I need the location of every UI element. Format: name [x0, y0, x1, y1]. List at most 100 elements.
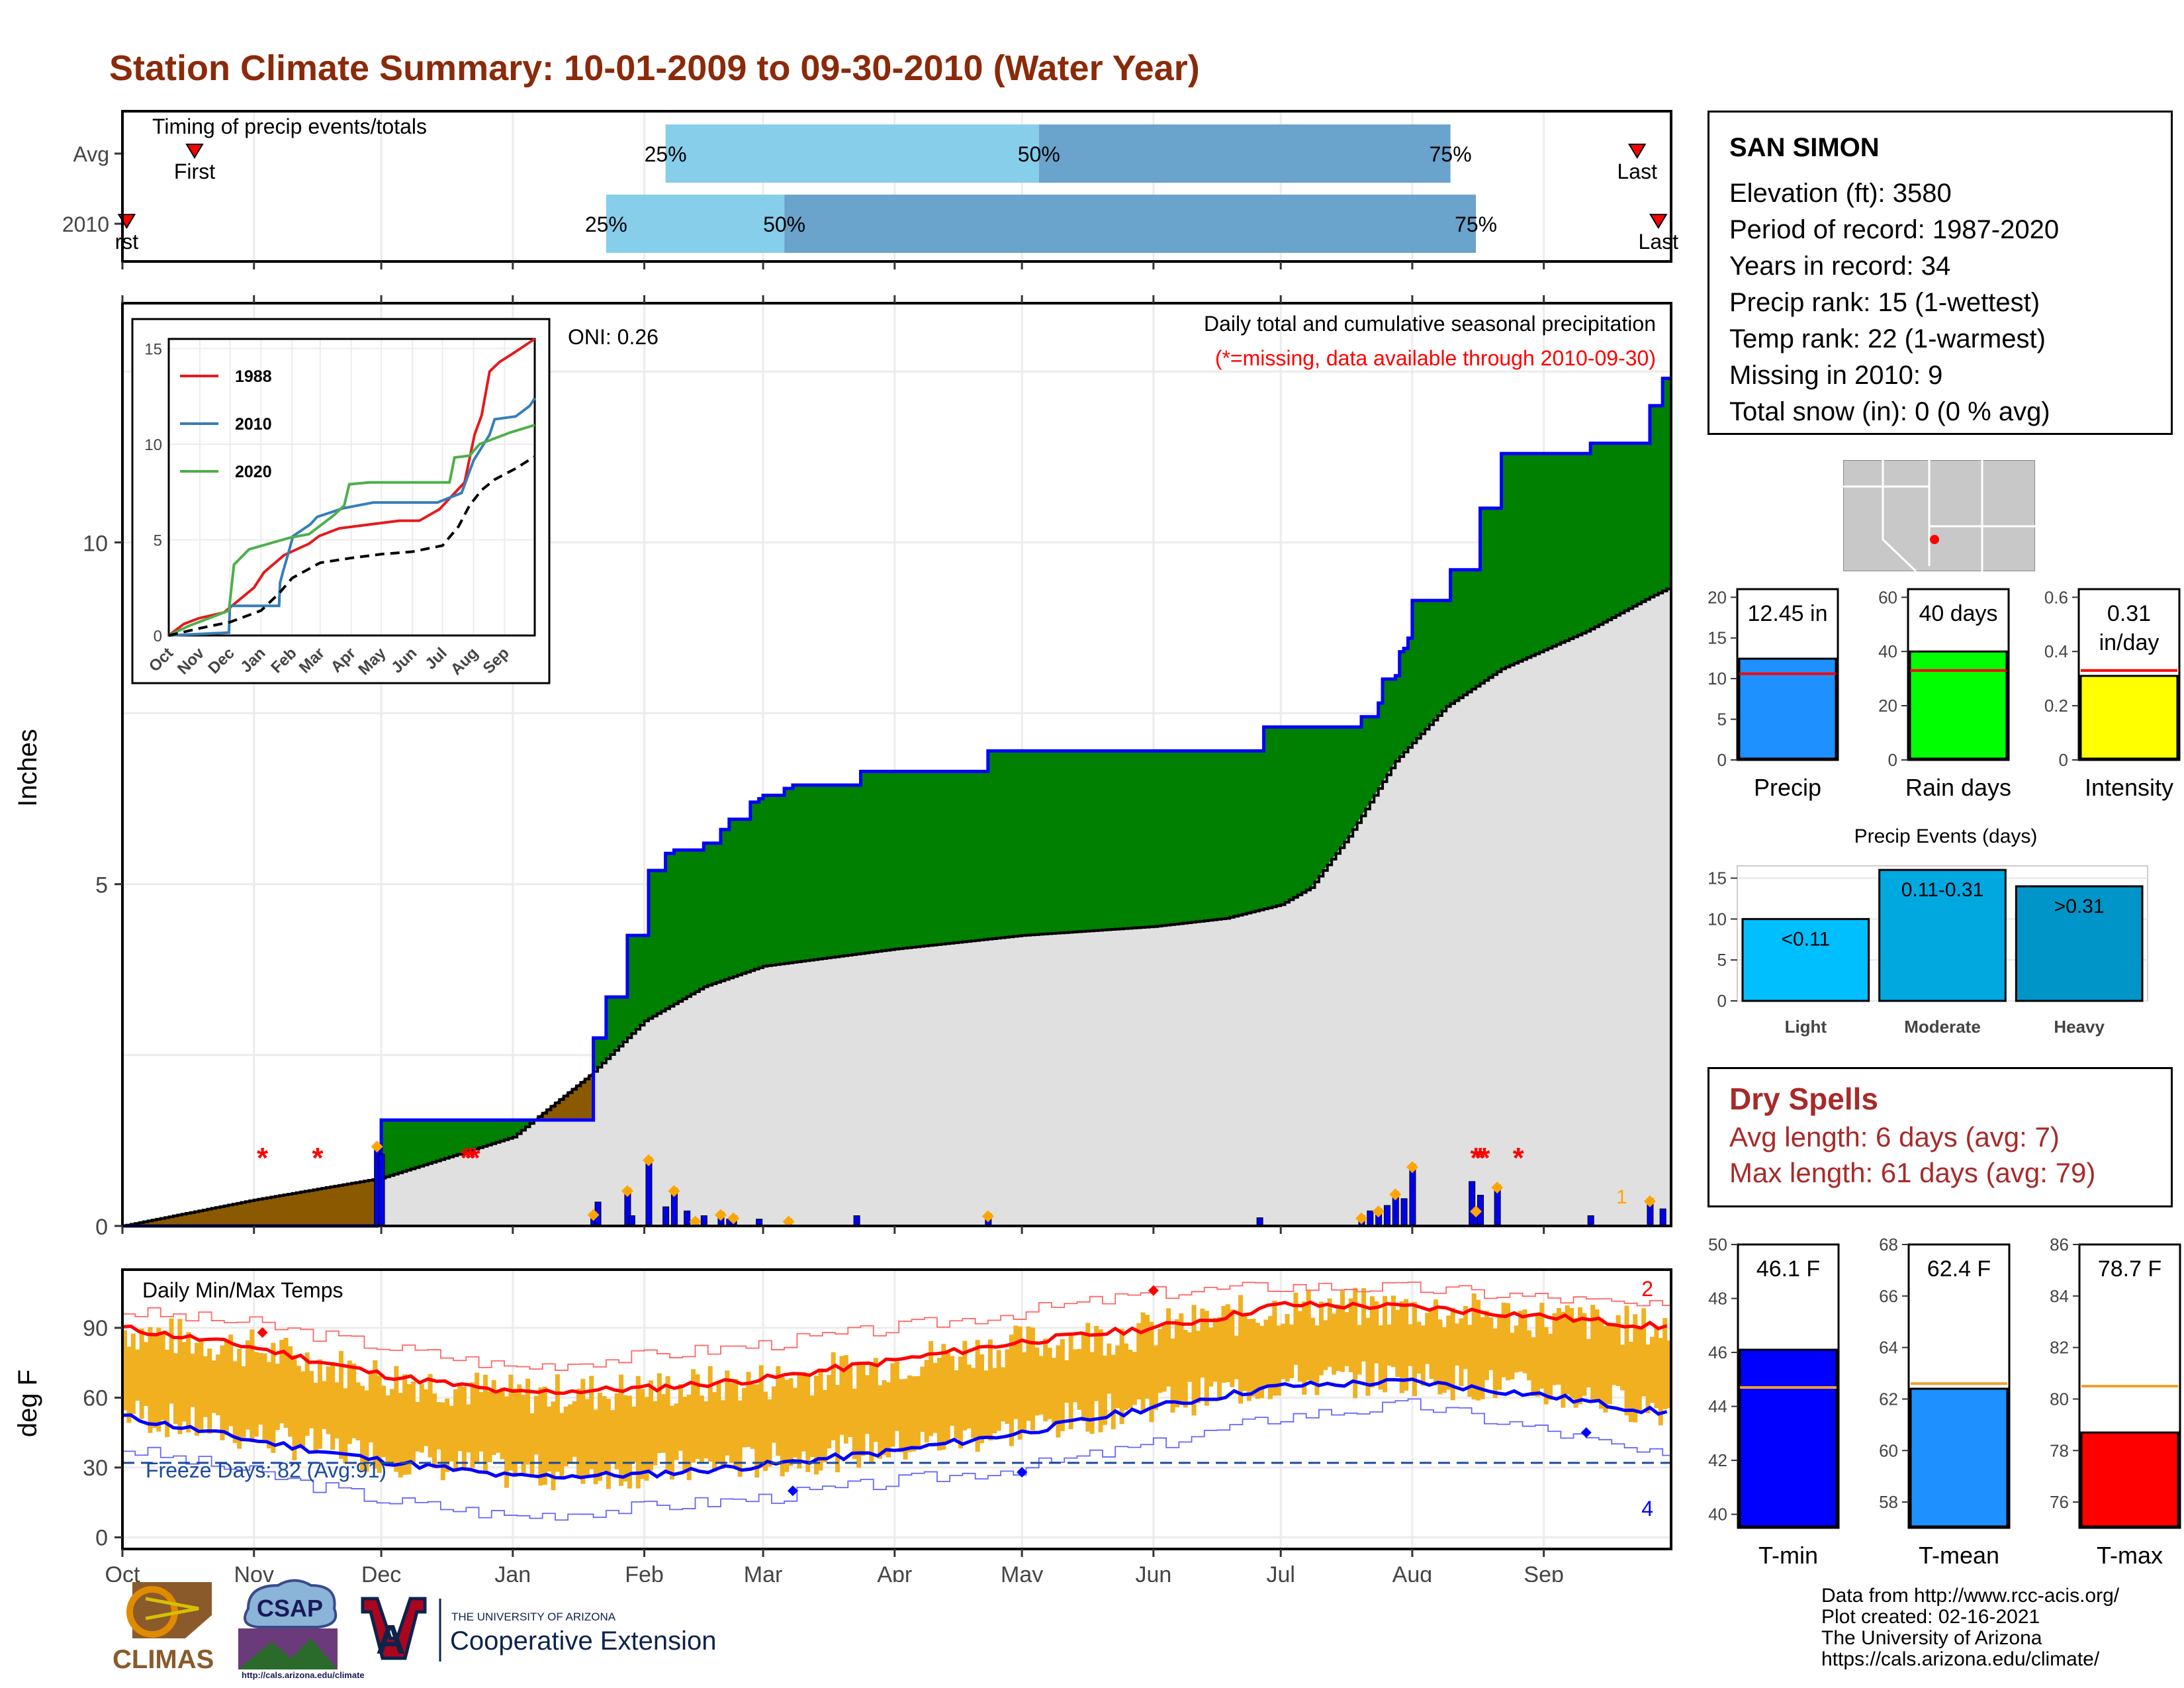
timing-marker-label-2010-0: rst	[115, 230, 139, 254]
temp-daily-bar-120	[631, 1406, 637, 1463]
main-missing-star-4: *	[469, 1142, 481, 1174]
main-diff-day-295	[1373, 716, 1379, 796]
main-diff-day-175	[864, 771, 870, 954]
temp-daily-bar-286	[1336, 1304, 1341, 1372]
temp-daily-bar-309	[1433, 1299, 1438, 1385]
temp-daily-bar-64	[394, 1366, 399, 1472]
main-diff-day-283	[1322, 726, 1328, 872]
temp-daily-bar-72	[428, 1374, 433, 1458]
temp-daily-bar-169	[839, 1356, 844, 1435]
temp-daily-bar-205	[992, 1368, 997, 1434]
temp-daily-bar-302	[1404, 1299, 1409, 1391]
temp-daily-bar-57	[364, 1390, 369, 1472]
temp-daily-bar-299	[1390, 1295, 1396, 1368]
main-diff-day-142	[724, 829, 730, 980]
main-diff-day-46	[317, 1188, 322, 1227]
temp-daily-bar-6	[148, 1327, 153, 1433]
temp-daily-bar-197	[958, 1356, 963, 1449]
temp-daily-bar-190	[929, 1341, 934, 1436]
main-diff-day-34	[266, 1196, 271, 1227]
main-diff-day-40	[292, 1192, 297, 1227]
main-event-diamond-20	[1355, 1212, 1367, 1225]
main-diff-day-137	[703, 843, 709, 988]
main-diff-day-249	[1178, 750, 1184, 924]
main-diff-day-247	[1170, 750, 1175, 925]
temp-daily-bar-147	[746, 1372, 751, 1447]
main-diff-day-162	[809, 784, 815, 961]
main-diff-day-132	[682, 849, 688, 1000]
temp-daily-bar-107	[576, 1388, 581, 1476]
temp-daily-bar-200	[971, 1368, 976, 1438]
main-diff-day-202	[979, 771, 984, 941]
main-daily-bar-9	[684, 1210, 691, 1227]
main-diff-day-256	[1208, 750, 1214, 921]
main-diff-day-278	[1301, 726, 1307, 893]
main-event-diamond-28	[1470, 1205, 1482, 1218]
main-diff-day-28	[241, 1201, 246, 1227]
main-diff-day-324	[1496, 508, 1502, 673]
temp-daily-bar-67	[406, 1383, 412, 1475]
temp-daily-bar-182	[894, 1361, 899, 1431]
main-ytick-label-10: 10	[83, 531, 108, 556]
main-diff-day-29	[245, 1200, 250, 1227]
summary-ytick-label-Precip-10: 10	[1707, 669, 1727, 688]
summary-ytick-label-T-mean-62: 62	[1879, 1389, 1898, 1409]
main-event-diamond-4	[621, 1185, 633, 1197]
main-diff-day-73	[432, 1119, 437, 1163]
temp-daily-bar-333	[1535, 1314, 1540, 1397]
temp-xtick-label-Aug: Aug	[1392, 1562, 1433, 1582]
main-diff-day-172	[852, 784, 857, 955]
temp-daily-bar-352	[1615, 1315, 1621, 1386]
temp-daily-bar-221	[1060, 1338, 1065, 1432]
main-diff-day-303	[1408, 637, 1413, 749]
summary-ytick-label-Rain days-0: 0	[1888, 750, 1897, 770]
summary-ytick-label-Precip-15: 15	[1707, 628, 1727, 648]
main-diff-day-140	[716, 843, 721, 983]
climas-logo: CLIMAS	[113, 1582, 214, 1674]
temp-daily-bar-90	[504, 1396, 509, 1488]
main-diff-day-144	[733, 819, 738, 977]
timing-pct-2010-0: 25%	[585, 212, 627, 236]
temp-daily-bar-207	[1001, 1367, 1006, 1422]
timing-frame	[121, 110, 1672, 263]
main-diff-day-89	[500, 1119, 505, 1142]
temp-daily-bar-106	[572, 1401, 577, 1457]
temp-daily-bar-238	[1132, 1352, 1137, 1405]
events-xtick-label-Light: Light	[1785, 1017, 1827, 1037]
temp-daily-bar-232	[1107, 1343, 1112, 1394]
main-diff-day-238	[1132, 750, 1137, 929]
temp-daily-bar-308	[1429, 1307, 1434, 1380]
timing-marker-Avg-0	[185, 144, 204, 159]
main-diff-day-167	[831, 784, 836, 958]
temp-daily-bar-271	[1272, 1300, 1277, 1396]
main-diff-day-208	[1005, 750, 1010, 938]
main-ytick-label-0: 0	[95, 1215, 108, 1240]
main-diff-day-221	[1060, 750, 1065, 933]
main-daily-bar-5	[628, 1215, 635, 1227]
temp-daily-bar-241	[1145, 1315, 1150, 1399]
main-diff-day-39	[287, 1193, 293, 1227]
temp-daily-bar-28	[241, 1366, 246, 1438]
main-diff-day-186	[911, 771, 917, 948]
temp-daily-bar-84	[478, 1391, 484, 1452]
main-diff-day-160	[801, 784, 806, 962]
temp-daily-bar-249	[1179, 1313, 1184, 1405]
main-diff-day-63	[389, 1119, 394, 1176]
main-diff-day-307	[1424, 600, 1430, 730]
main-diff-day-43	[304, 1190, 310, 1227]
temp-daily-bar-236	[1123, 1343, 1128, 1411]
main-diff-day-259	[1221, 750, 1226, 919]
temp-daily-bar-335	[1543, 1327, 1549, 1405]
temp-daily-bar-49	[330, 1362, 336, 1450]
main-diff-day-330	[1522, 453, 1527, 660]
temp-daily-bar-55	[355, 1382, 361, 1441]
main-diff-day-309	[1433, 600, 1438, 721]
main-diff-day-359	[1645, 443, 1651, 600]
summary-ytick-label-Intensity-0.2: 0.2	[2044, 696, 2068, 716]
temp-record-marker-4	[1580, 1427, 1592, 1438]
temp-daily-bar-174	[860, 1362, 866, 1456]
temp-daily-bar-324	[1497, 1314, 1502, 1390]
main-frame	[121, 302, 1672, 1227]
temp-daily-bar-149	[754, 1384, 760, 1478]
events-bar-Light	[1741, 917, 1870, 1002]
